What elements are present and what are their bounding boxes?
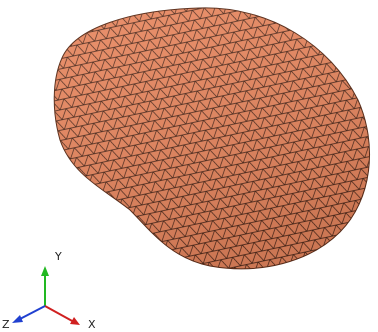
z-label: Z xyxy=(2,318,10,331)
mesh-model xyxy=(54,8,369,269)
axis-triad: Y X Z xyxy=(2,250,96,331)
z-axis xyxy=(18,306,45,320)
x-label: X xyxy=(88,318,96,331)
z-arrow xyxy=(12,315,23,323)
y-label: Y xyxy=(54,250,62,263)
x-axis xyxy=(45,306,74,322)
viewport: Y X Z xyxy=(0,0,378,332)
y-arrow xyxy=(41,266,49,276)
